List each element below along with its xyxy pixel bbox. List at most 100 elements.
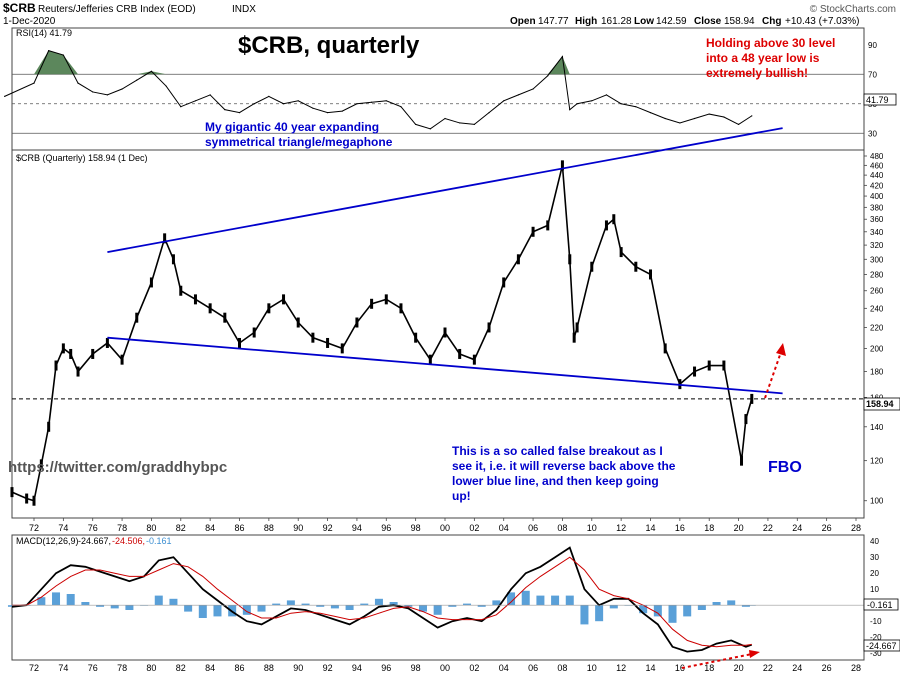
price-bar <box>208 303 212 314</box>
macd-x-tick: 76 <box>88 663 98 673</box>
rsi-note-line-1: Holding above 30 level <box>706 36 835 50</box>
price-target-arrow <box>764 343 786 399</box>
macd-x-tick: 04 <box>499 663 509 673</box>
macd-histogram-bar <box>463 603 472 606</box>
price-bar <box>612 214 616 225</box>
rsi-point <box>635 106 637 108</box>
rsi-point <box>737 123 740 125</box>
rsi-point <box>532 88 534 90</box>
rsi-y-tick: 70 <box>868 70 877 79</box>
price-y-tick: 100 <box>870 497 884 506</box>
chg-label: Chg <box>762 16 781 27</box>
price-bar <box>443 327 447 338</box>
macd-y-tick: 20 <box>870 569 879 578</box>
rsi-point <box>4 95 6 97</box>
price-x-tick: 10 <box>587 523 597 533</box>
macd-histogram-bar <box>374 598 383 606</box>
high-value: 161.28 <box>601 16 632 27</box>
macd-y-tick: 30 <box>870 553 879 562</box>
macd-histogram-bar <box>595 605 604 622</box>
macd-x-tick: 20 <box>734 663 744 673</box>
rsi-point <box>371 101 373 103</box>
macd-histogram-bar <box>169 598 178 606</box>
price-bar <box>32 495 36 506</box>
rsi-line <box>4 50 753 130</box>
price-y-tick: 480 <box>870 152 884 161</box>
macd-y-tick: -20 <box>870 633 882 642</box>
trendline-lower <box>107 336 783 395</box>
rsi-point <box>121 88 123 90</box>
price-x-tick: 26 <box>822 523 832 533</box>
macd-x-tick: 72 <box>29 663 39 673</box>
macd-panel-frame <box>11 534 865 661</box>
price-bar <box>149 277 153 288</box>
chart-title: $CRB, quarterly <box>238 32 420 59</box>
fbo-note: This is a so called false breakout as I … <box>452 444 676 503</box>
macd-x-tick: 02 <box>469 663 479 673</box>
price-bar <box>722 360 726 371</box>
price-y-tick: 280 <box>870 270 884 279</box>
price-bar <box>619 247 623 258</box>
price-bar <box>39 459 43 470</box>
rsi-point <box>723 116 725 118</box>
rsi-point <box>165 85 167 87</box>
price-bar <box>252 327 256 338</box>
fbo-note-line-4: up! <box>452 489 471 503</box>
macd-x-tick: 18 <box>704 663 714 673</box>
macd-histogram-bar <box>551 595 560 606</box>
macd-x-tick: 24 <box>792 663 802 673</box>
price-x-tick: 86 <box>234 523 244 533</box>
header-date: 1-Dec-2020 <box>3 16 56 27</box>
macd-histogram-bar <box>433 605 442 615</box>
price-bar <box>560 160 564 171</box>
price-x-tick: 18 <box>704 523 714 533</box>
price-x-tick: 92 <box>323 523 333 533</box>
macd-x-tick: 74 <box>58 663 68 673</box>
price-x-tick: 78 <box>117 523 127 533</box>
macd-x-tick: 86 <box>234 663 244 673</box>
rsi-point <box>194 100 197 102</box>
macd-histogram-bar <box>272 603 281 606</box>
rsi-point <box>297 100 299 102</box>
price-bar <box>76 366 80 377</box>
price-bar <box>458 348 462 359</box>
rsi-point <box>326 112 329 114</box>
price-x-tick: 20 <box>734 523 744 533</box>
price-bar <box>693 366 697 377</box>
macd-histogram-bar <box>609 605 618 609</box>
macd-histogram-bar <box>536 595 545 606</box>
price-value-tag: 158.94 <box>863 397 900 411</box>
macd-histogram-bar <box>477 605 486 607</box>
rsi-note-line-3: extremely bullish! <box>706 66 808 80</box>
macd-histogram-bar <box>301 603 310 606</box>
rsi-point <box>415 123 417 125</box>
macd-histogram-bar <box>639 605 648 614</box>
triangle-note: My gigantic 40 year expanding symmetrica… <box>205 120 393 149</box>
macd-histogram-bar <box>580 605 589 625</box>
header-symbol: $CRB <box>3 1 36 15</box>
macd-histogram-bar <box>198 605 207 618</box>
ohlc-readout: Open 147.77 High 161.28 Low 142.59 Close… <box>510 16 860 27</box>
price-bar <box>414 332 418 343</box>
rsi-value-tag: 41.79 <box>863 93 897 106</box>
macd-histogram-bar <box>389 602 398 606</box>
macd-x-tick: 12 <box>616 663 626 673</box>
price-x-tick: 28 <box>851 523 861 533</box>
macd-histogram-bar <box>154 595 163 606</box>
price-label: $CRB (Quarterly) 158.94 (1 Dec) <box>16 153 148 163</box>
price-x-tick: 84 <box>205 523 215 533</box>
macd-x-tick: 84 <box>205 663 215 673</box>
price-bar <box>47 421 51 432</box>
macd-histogram-bar <box>330 605 339 609</box>
rsi-note: Holding above 30 level into a 48 year lo… <box>706 36 835 80</box>
macd-histogram-bar <box>727 600 736 606</box>
rsi-point <box>150 70 153 72</box>
trendline-upper <box>107 127 783 253</box>
price-bar <box>572 332 576 343</box>
rsi-value-tag-text: 41.79 <box>866 95 889 105</box>
rsi-point <box>517 94 519 96</box>
rsi-point <box>92 91 94 93</box>
macd-x-tick: 92 <box>323 663 333 673</box>
rsi-point <box>356 103 358 105</box>
macd-value-tag-text: -24.667 <box>866 641 897 651</box>
